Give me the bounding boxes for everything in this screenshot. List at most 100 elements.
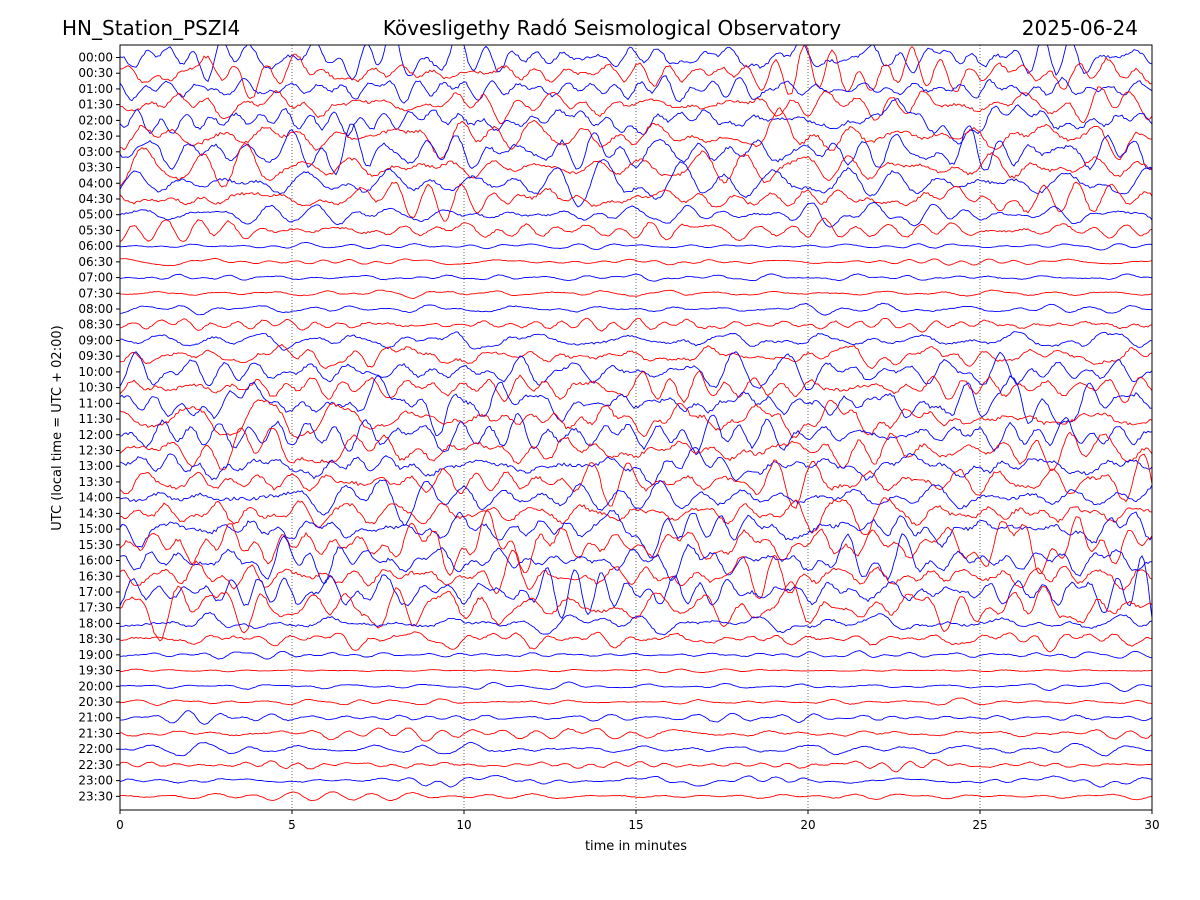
trace-0000 [120, 45, 1152, 83]
y-tick-label: 23:00 [78, 774, 113, 788]
y-tick-label: 03:30 [78, 161, 113, 175]
y-tick-label: 14:30 [78, 506, 113, 520]
y-tick-label: 05:30 [78, 223, 113, 237]
trace-group [120, 45, 1152, 802]
y-tick-label: 07:30 [78, 286, 113, 300]
trace-1730 [120, 581, 1152, 642]
trace-1000 [120, 351, 1152, 391]
y-tick-label: 03:00 [78, 145, 113, 159]
trace-0830 [120, 317, 1152, 333]
y-tick-label: 12:30 [78, 444, 113, 458]
y-tick-label: 02:30 [78, 129, 113, 143]
y-tick-label: 11:00 [78, 396, 113, 410]
y-tick-label: 16:00 [78, 554, 113, 568]
trace-1500 [120, 509, 1152, 559]
y-tick-label: 22:30 [78, 758, 113, 772]
y-tick-label: 01:30 [78, 98, 113, 112]
trace-1330 [120, 453, 1152, 509]
trace-1930 [120, 668, 1152, 674]
y-tick-label: 09:30 [78, 349, 113, 363]
trace-1230 [120, 427, 1152, 471]
trace-1100 [120, 375, 1152, 436]
y-tick-label: 13:00 [78, 459, 113, 473]
trace-0500 [120, 201, 1152, 228]
y-tick-label: 18:30 [78, 632, 113, 646]
y-tick-label: 10:00 [78, 365, 113, 379]
y-tick-label: 08:30 [78, 318, 113, 332]
trace-0430 [120, 181, 1152, 222]
y-tick-label: 09:00 [78, 333, 113, 347]
trace-0530 [120, 217, 1152, 243]
trace-1400 [120, 479, 1152, 527]
trace-2100 [120, 710, 1152, 725]
y-tick-label: 00:30 [78, 66, 113, 80]
y-tick-label: 00:00 [78, 51, 113, 65]
y-tick-label: 15:00 [78, 522, 113, 536]
y-tick-label: 19:00 [78, 648, 113, 662]
x-tick-label: 20 [800, 818, 815, 832]
trace-0200 [120, 98, 1152, 145]
x-tick-label: 5 [288, 818, 296, 832]
trace-0930 [120, 343, 1152, 370]
y-tick-label: 04:30 [78, 192, 113, 206]
y-tick-label: 08:00 [78, 302, 113, 316]
trace-0900 [120, 331, 1152, 351]
trace-0130 [120, 86, 1152, 124]
y-axis-label: UTC (local time = UTC + 02:00) [50, 325, 65, 530]
y-tick-label: 12:00 [78, 428, 113, 442]
y-tick-label: 15:30 [78, 538, 113, 552]
trace-1430 [120, 497, 1152, 535]
trace-0100 [120, 75, 1152, 104]
y-tick-label: 17:30 [78, 601, 113, 615]
trace-2230 [120, 758, 1152, 773]
trace-0600 [120, 241, 1152, 251]
x-tick-label: 0 [116, 818, 124, 832]
chart-title: Kövesligethy Radó Seismological Observat… [383, 16, 841, 40]
trace-1830 [120, 631, 1152, 653]
y-tick-label: 19:30 [78, 664, 113, 678]
trace-1300 [120, 447, 1152, 486]
trace-1630 [120, 549, 1152, 600]
y-tick-label: 16:30 [78, 569, 113, 583]
y-tick-label: 21:00 [78, 711, 113, 725]
y-tick-label: 05:00 [78, 208, 113, 222]
trace-0400 [120, 159, 1152, 208]
date-label: 2025-06-24 [1022, 16, 1138, 40]
trace-0800 [120, 302, 1152, 316]
trace-2130 [120, 727, 1152, 742]
y-tick-label: 02:00 [78, 113, 113, 127]
trace-0300 [120, 123, 1152, 176]
y-tick-label: 11:30 [78, 412, 113, 426]
y-tick-label: 18:00 [78, 616, 113, 630]
x-tick-label: 15 [628, 818, 643, 832]
trace-1800 [120, 611, 1152, 636]
trace-0730 [120, 289, 1152, 299]
trace-0330 [120, 143, 1152, 188]
station-name: HN_Station_PSZI4 [62, 16, 240, 40]
y-tick-label: 10:30 [78, 381, 113, 395]
y-tick-label: 01:00 [78, 82, 113, 96]
trace-0230 [120, 107, 1152, 161]
trace-0030 [120, 45, 1152, 100]
y-tick-label: 14:00 [78, 491, 113, 505]
trace-2030 [120, 697, 1152, 706]
y-tick-label: 20:30 [78, 695, 113, 709]
y-tick-label: 04:00 [78, 176, 113, 190]
y-tick-label: 21:30 [78, 726, 113, 740]
y-tick-label: 17:00 [78, 585, 113, 599]
trace-1130 [120, 399, 1152, 440]
trace-1200 [120, 412, 1152, 456]
y-tick-label: 20:00 [78, 679, 113, 693]
trace-1700 [120, 555, 1152, 620]
x-tick-label: 25 [972, 818, 987, 832]
trace-0700 [120, 273, 1152, 282]
x-tick-label: 30 [1144, 818, 1159, 832]
y-tick-label: 23:30 [78, 789, 113, 803]
trace-2000 [120, 681, 1152, 692]
trace-1900 [120, 650, 1152, 660]
trace-1600 [120, 533, 1152, 585]
x-axis-label: time in minutes [585, 839, 687, 854]
trace-0630 [120, 257, 1152, 267]
y-tick-label: 06:00 [78, 239, 113, 253]
